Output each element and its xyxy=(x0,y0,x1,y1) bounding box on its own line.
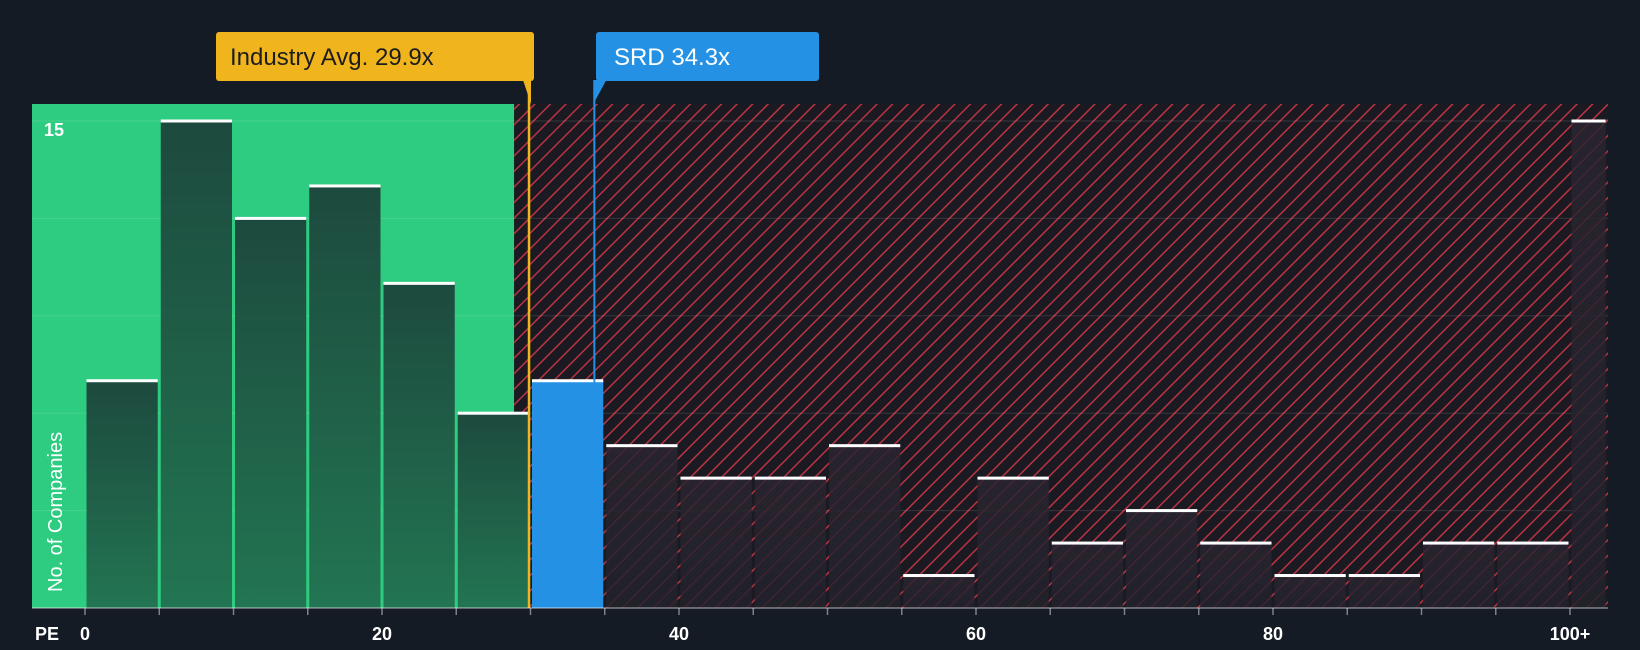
histogram-bar-cap-3 xyxy=(309,184,381,188)
histogram-bar-18 xyxy=(1423,543,1495,608)
histogram-bar-cap-9 xyxy=(754,476,826,480)
histogram-bar-12 xyxy=(977,478,1049,608)
histogram-bar-9 xyxy=(754,478,826,608)
histogram-bar-cap-4 xyxy=(383,281,455,285)
histogram-bar-cap-5 xyxy=(457,411,529,415)
company-pe-label: SRD 34.3x xyxy=(614,44,730,71)
histogram-bar-cap-7 xyxy=(606,444,678,448)
x-tick-label-40: 40 xyxy=(669,624,689,644)
histogram-bar-14 xyxy=(1126,510,1198,608)
histogram-bar-cap-11 xyxy=(903,574,975,578)
x-tick-label-100plus: 100+ xyxy=(1550,624,1591,644)
histogram-bar-17 xyxy=(1348,575,1420,608)
histogram-bar-8 xyxy=(680,478,752,608)
histogram-bar-cap-0 xyxy=(86,379,158,383)
company-pe-callout xyxy=(596,32,819,81)
histogram-bar-3 xyxy=(309,185,381,608)
y-axis-title: No. of Companies xyxy=(45,432,67,592)
histogram-bar-0 xyxy=(86,380,158,608)
histogram-bar-cap-19 xyxy=(1497,541,1569,545)
histogram-bar-6 xyxy=(532,380,604,608)
histogram-bar-cap-14 xyxy=(1126,509,1198,513)
histogram-bar-cap-17 xyxy=(1348,574,1420,578)
overvalued-zone xyxy=(514,104,1608,608)
industry-avg-callout-pointer xyxy=(523,80,532,104)
industry-avg-callout xyxy=(216,32,534,81)
histogram-bar-13 xyxy=(1051,543,1123,608)
histogram-bar-cap-1 xyxy=(160,119,232,123)
histogram-bar-cap-15 xyxy=(1200,541,1272,545)
histogram-bar-cap-20 xyxy=(1571,119,1606,123)
histogram-bar-cap-10 xyxy=(829,444,901,448)
y-tick-label-15: 15 xyxy=(44,120,64,140)
x-tick-label-80: 80 xyxy=(1263,624,1283,644)
x-tick-label-20: 20 xyxy=(372,624,392,644)
x-tick-label-60: 60 xyxy=(966,624,986,644)
histogram-bar-15 xyxy=(1200,543,1272,608)
histogram-bar-10 xyxy=(829,445,901,608)
histogram-bar-4 xyxy=(383,283,455,608)
x-axis-title: PE xyxy=(35,624,59,644)
x-tick-label-0: 0 xyxy=(80,624,90,644)
histogram-bar-19 xyxy=(1497,543,1569,608)
histogram-bar-5 xyxy=(457,413,529,608)
histogram-bar-cap-13 xyxy=(1051,541,1123,545)
histogram-bar-11 xyxy=(903,575,975,608)
histogram-bar-16 xyxy=(1274,575,1346,608)
histogram-bar-7 xyxy=(606,445,678,608)
histogram-bar-20 xyxy=(1571,121,1606,608)
histogram-bar-cap-8 xyxy=(680,476,752,480)
histogram-bar-cap-2 xyxy=(235,216,307,220)
histogram-bar-2 xyxy=(235,218,307,608)
industry-avg-label: Industry Avg. 29.9x xyxy=(230,44,434,71)
histogram-bar-cap-6 xyxy=(532,379,604,383)
histogram-bar-cap-18 xyxy=(1423,541,1495,545)
histogram-bar-cap-12 xyxy=(977,476,1049,480)
company-pe-callout-pointer xyxy=(593,80,607,104)
histogram-bar-cap-16 xyxy=(1274,574,1346,578)
histogram-bar-1 xyxy=(160,121,232,608)
